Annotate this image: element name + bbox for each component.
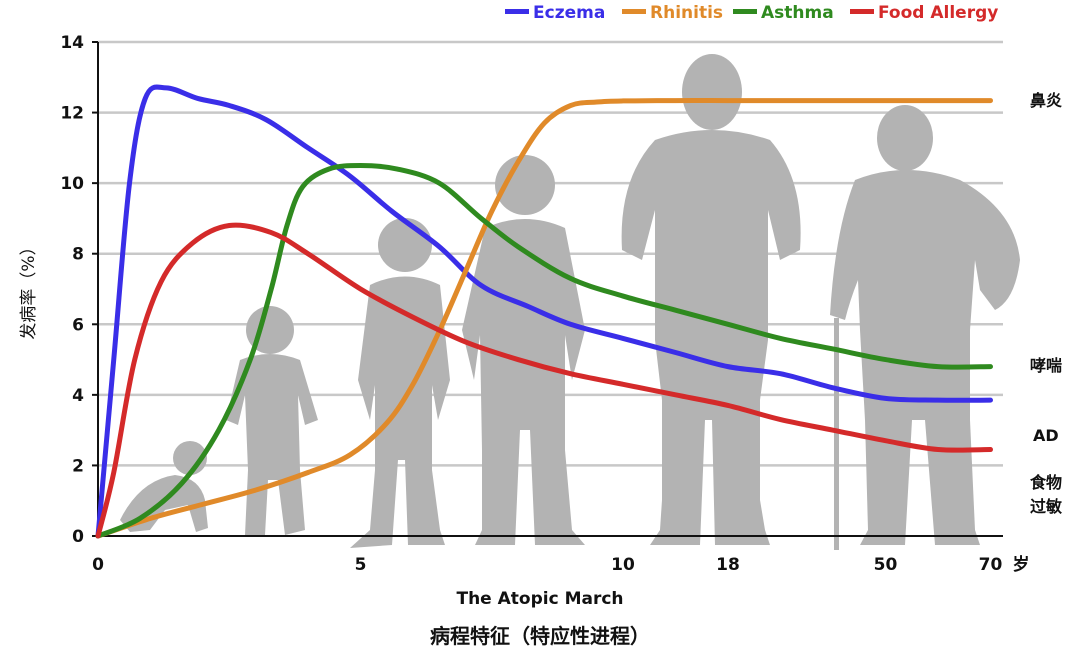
series-line-asthma (95, 163, 993, 539)
y-tick-labels: 0 2 4 6 8 10 12 14 (60, 33, 98, 547)
legend-swatch (733, 9, 757, 14)
x-tick-label: 0 (92, 555, 104, 575)
y-tick-label: 12 (60, 104, 84, 124)
legend-swatch (622, 9, 646, 14)
teen-silhouette-icon (462, 155, 585, 545)
legend-swatch (505, 9, 529, 14)
legend-label: Food Allergy (878, 3, 998, 23)
series-line-eczema (95, 84, 993, 539)
x-tick-label: 70 (979, 555, 1003, 575)
legend: Eczema Rhinitis Asthma Food Allergy (505, 3, 998, 23)
label-asthma: 哮喘 (1030, 356, 1062, 375)
legend-label: Eczema (533, 3, 605, 23)
x-tick-label: 18 (716, 555, 740, 575)
label-ad: AD (1033, 426, 1059, 445)
y-tick-label: 8 (72, 245, 84, 265)
x-tick-label: 50 (874, 555, 898, 575)
x-axis-title: The Atopic March (456, 589, 623, 609)
infant-silhouette-icon (120, 441, 208, 532)
y-tick-label: 2 (72, 456, 84, 476)
legend-label: Rhinitis (650, 3, 723, 23)
label-rhinitis: 鼻炎 (1030, 91, 1062, 110)
people-silhouettes (120, 54, 1020, 550)
toddler-silhouette-icon (226, 306, 318, 535)
adult-man-silhouette-icon (621, 54, 801, 545)
series-lines (95, 84, 993, 539)
x-unit-label: 岁 (1013, 554, 1030, 575)
x-tick-labels: 0 5 10 18 50 70 岁 (92, 554, 1029, 575)
x-tick-label: 10 (611, 555, 635, 575)
elderly-man-silhouette-icon (830, 105, 1020, 550)
child-silhouette-icon (350, 218, 450, 548)
y-tick-label: 4 (72, 386, 84, 406)
legend-swatch (850, 9, 874, 14)
y-axis-title: 发病率（%） (19, 238, 39, 339)
label-food-allergy-line1: 食物 (1029, 473, 1062, 492)
label-food-allergy-line2: 过敏 (1030, 497, 1063, 516)
y-tick-label: 14 (60, 33, 84, 53)
axes (97, 42, 1003, 537)
y-tick-label: 10 (60, 174, 84, 194)
series-line-rhinitis (95, 98, 993, 539)
y-tick-label: 6 (72, 315, 84, 335)
legend-label: Asthma (761, 3, 834, 23)
series-line-food-allergy (95, 222, 993, 539)
y-tick-label: 0 (72, 527, 84, 547)
figure-caption: 病程特征（特应性进程） (430, 624, 650, 648)
x-tick-label: 5 (355, 555, 367, 575)
